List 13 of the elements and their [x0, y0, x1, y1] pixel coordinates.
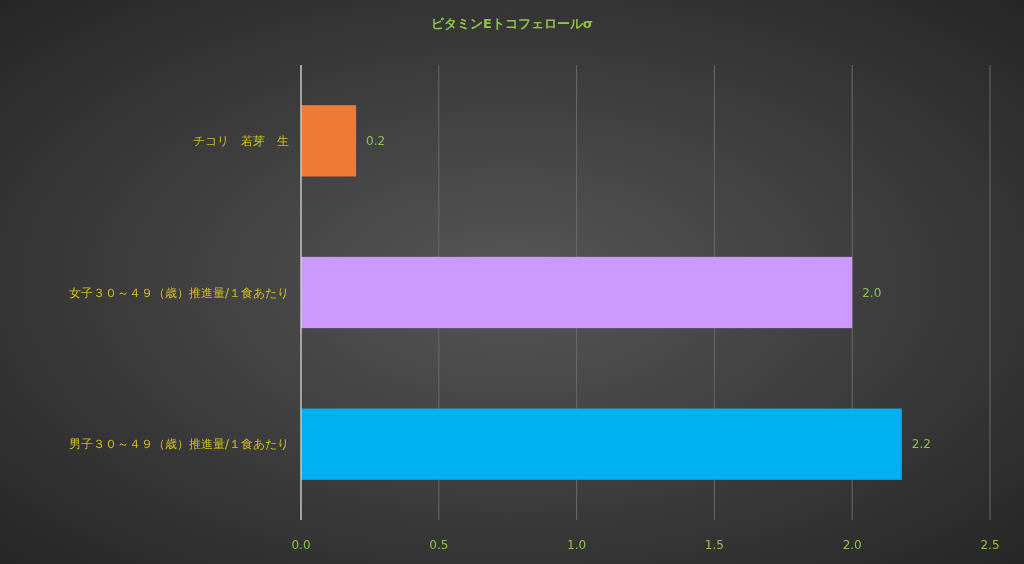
x-tick-label: 1.0 — [567, 538, 587, 552]
y-tick-label: 男子３０～４９（歳）推進量/１食あたり — [68, 437, 289, 452]
x-tick-label: 2.0 — [842, 538, 862, 552]
x-tick-label: 2.5 — [980, 538, 1000, 552]
data-label: 0.2 — [366, 134, 386, 149]
data-label: 2.0 — [862, 285, 882, 300]
data-label: 2.2 — [911, 437, 931, 452]
x-tick-label: 0.0 — [291, 538, 311, 552]
y-tick-label: 女子３０～４９（歳）推進量/１食あたり — [68, 285, 289, 300]
x-tick-label: 0.5 — [429, 538, 449, 552]
chart-title: ビタミンEトコフェロールσ — [430, 16, 594, 31]
x-tick-label: 1.5 — [704, 538, 724, 552]
y-tick-label: チコリ 若芽 生 — [193, 134, 289, 149]
